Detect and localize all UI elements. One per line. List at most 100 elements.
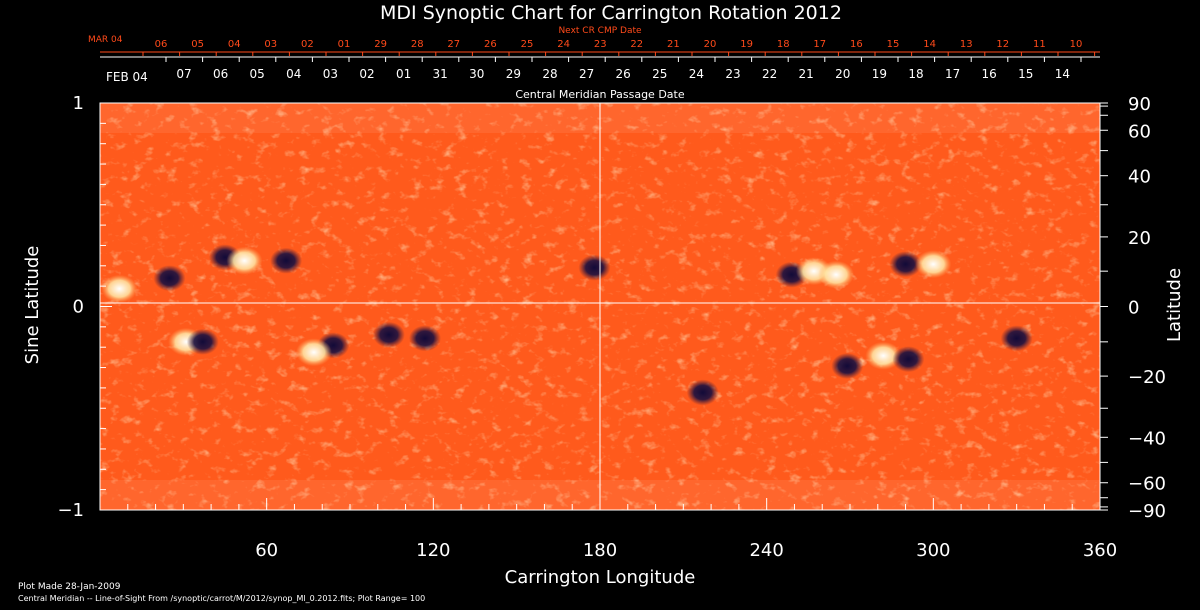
active-region-positive (226, 246, 263, 275)
x-axis-label: Carrington Longitude (505, 567, 696, 588)
red-date-label: 22 (630, 39, 643, 50)
cmp-date-label: 22 (762, 67, 777, 81)
red-date-label: 27 (447, 39, 460, 50)
red-date-label: 24 (557, 39, 570, 50)
cmp-axis-label: Central Meridian Passage Date (515, 88, 684, 101)
cmp-date-label: 24 (689, 67, 704, 81)
red-date-label: 28 (411, 39, 424, 50)
red-date-label: 02 (301, 39, 314, 50)
y-left-tick-label: 1 (73, 93, 84, 114)
active-region-positive (818, 260, 855, 289)
y-right-tick-label: −90 (1128, 501, 1166, 522)
y-right-tick-label: 40 (1128, 167, 1151, 188)
active-region-negative (892, 346, 925, 373)
active-region-negative (578, 254, 611, 281)
y-left-tick-label: −1 (57, 500, 84, 521)
red-date-label: 18 (777, 39, 790, 50)
chart-title: MDI Synoptic Chart for Carrington Rotati… (380, 2, 842, 24)
cmp-date-label: 19 (872, 67, 887, 81)
red-date-label: 14 (923, 39, 936, 50)
active-region-negative (1000, 325, 1033, 352)
cmp-date-label: 20 (835, 67, 850, 81)
y-axis-right-label: Latitude (1164, 268, 1185, 342)
active-region-positive (915, 250, 952, 279)
cmp-date-month: FEB 04 (106, 70, 148, 84)
red-date-label: 13 (960, 39, 973, 50)
red-date-label: 03 (264, 39, 277, 50)
y-right-tick-label: 20 (1128, 228, 1151, 249)
sine-latitude-axis: 1 0 −1 (57, 93, 112, 521)
red-date-label: 04 (228, 39, 241, 50)
cmp-date-label: 18 (908, 67, 923, 81)
red-date-label: 01 (338, 39, 351, 50)
x-tick-label: 120 (416, 540, 450, 561)
active-region-negative (686, 379, 719, 406)
longitude-axis: 60 120 180 240 300 360 (99, 498, 1117, 561)
red-date-label: 17 (813, 39, 826, 50)
active-region-negative (270, 247, 303, 274)
red-date-label: 15 (887, 39, 900, 50)
active-region-negative (409, 325, 441, 352)
cmp-date-label: 23 (725, 67, 740, 81)
y-right-tick-label: 60 (1128, 121, 1151, 142)
y-right-tick-label: 90 (1128, 94, 1151, 115)
active-region-positive (101, 274, 138, 303)
active-region-negative (153, 265, 186, 292)
cmp-date-label: 07 (176, 67, 191, 81)
cmp-date-axis: FEB 04 07 06 05 04 03 02 01 31 30 29 28 27 26 25 24 23 22… (100, 56, 1100, 84)
cmp-date-label: 28 (542, 67, 557, 81)
cmp-date-label: 03 (323, 67, 338, 81)
y-right-tick-label: −60 (1128, 474, 1166, 495)
red-date-label: 29 (374, 39, 387, 50)
cmp-date-label: 05 (250, 67, 265, 81)
cmp-date-label: 27 (579, 67, 594, 81)
cmp-date-label: 15 (1018, 67, 1033, 81)
cmp-date-label: 06 (213, 67, 228, 81)
latitude-axis: 90 60 40 20 0 −20 −40 −60 −90 (1099, 94, 1166, 522)
red-date-label: 20 (704, 39, 717, 50)
cmp-date-label: 21 (799, 67, 814, 81)
cmp-date-label: 30 (469, 67, 484, 81)
next-cr-date-axis: MAR 04 06 05 04 03 02 01 29 28 27 26 25 24 23 22 21 20 19… (88, 35, 1100, 56)
red-date-label: 12 (996, 39, 1009, 50)
active-region-negative (831, 352, 864, 379)
y-right-tick-label: −40 (1128, 428, 1166, 449)
x-tick-label: 180 (583, 540, 617, 561)
x-tick-label: 240 (749, 540, 783, 561)
red-date-label: 21 (667, 39, 680, 50)
x-tick-label: 300 (916, 540, 950, 561)
red-date-label: 19 (740, 39, 753, 50)
next-cr-label: Next CR CMP Date (558, 26, 642, 36)
cmp-date-label: 25 (652, 67, 667, 81)
cmp-date-label: 17 (945, 67, 960, 81)
red-date-month: MAR 04 (88, 35, 123, 45)
cmp-date-label: 26 (616, 67, 631, 81)
y-right-tick-label: −20 (1128, 367, 1166, 388)
active-region-negative (186, 328, 219, 355)
active-region-positive (865, 341, 902, 370)
x-tick-label: 360 (1083, 540, 1117, 561)
y-left-tick-label: 0 (73, 297, 84, 318)
active-region-negative (889, 251, 922, 278)
cmp-date-label: 01 (396, 67, 411, 81)
red-date-label: 16 (850, 39, 863, 50)
red-date-label: 05 (191, 39, 204, 50)
x-tick-label: 60 (255, 540, 278, 561)
red-date-label: 25 (521, 39, 534, 50)
source-text: Central Meridian -- Line-of-Sight From /… (18, 594, 425, 603)
active-region-negative (372, 321, 405, 348)
red-date-label: 10 (1070, 39, 1083, 50)
red-date-label: 26 (484, 39, 497, 50)
active-region-positive (295, 338, 332, 367)
y-right-tick-label: 0 (1128, 298, 1139, 319)
cmp-date-label: 16 (982, 67, 997, 81)
cmp-date-label: 29 (506, 67, 521, 81)
cmp-date-label: 31 (433, 67, 448, 81)
cmp-date-label: 02 (359, 67, 374, 81)
cmp-date-label: 14 (1055, 67, 1070, 81)
red-date-label: 23 (594, 39, 607, 50)
y-axis-left-label: Sine Latitude (22, 246, 43, 365)
red-date-label: 11 (1033, 39, 1046, 50)
plot-made-text: Plot Made 28-Jan-2009 (18, 582, 121, 592)
